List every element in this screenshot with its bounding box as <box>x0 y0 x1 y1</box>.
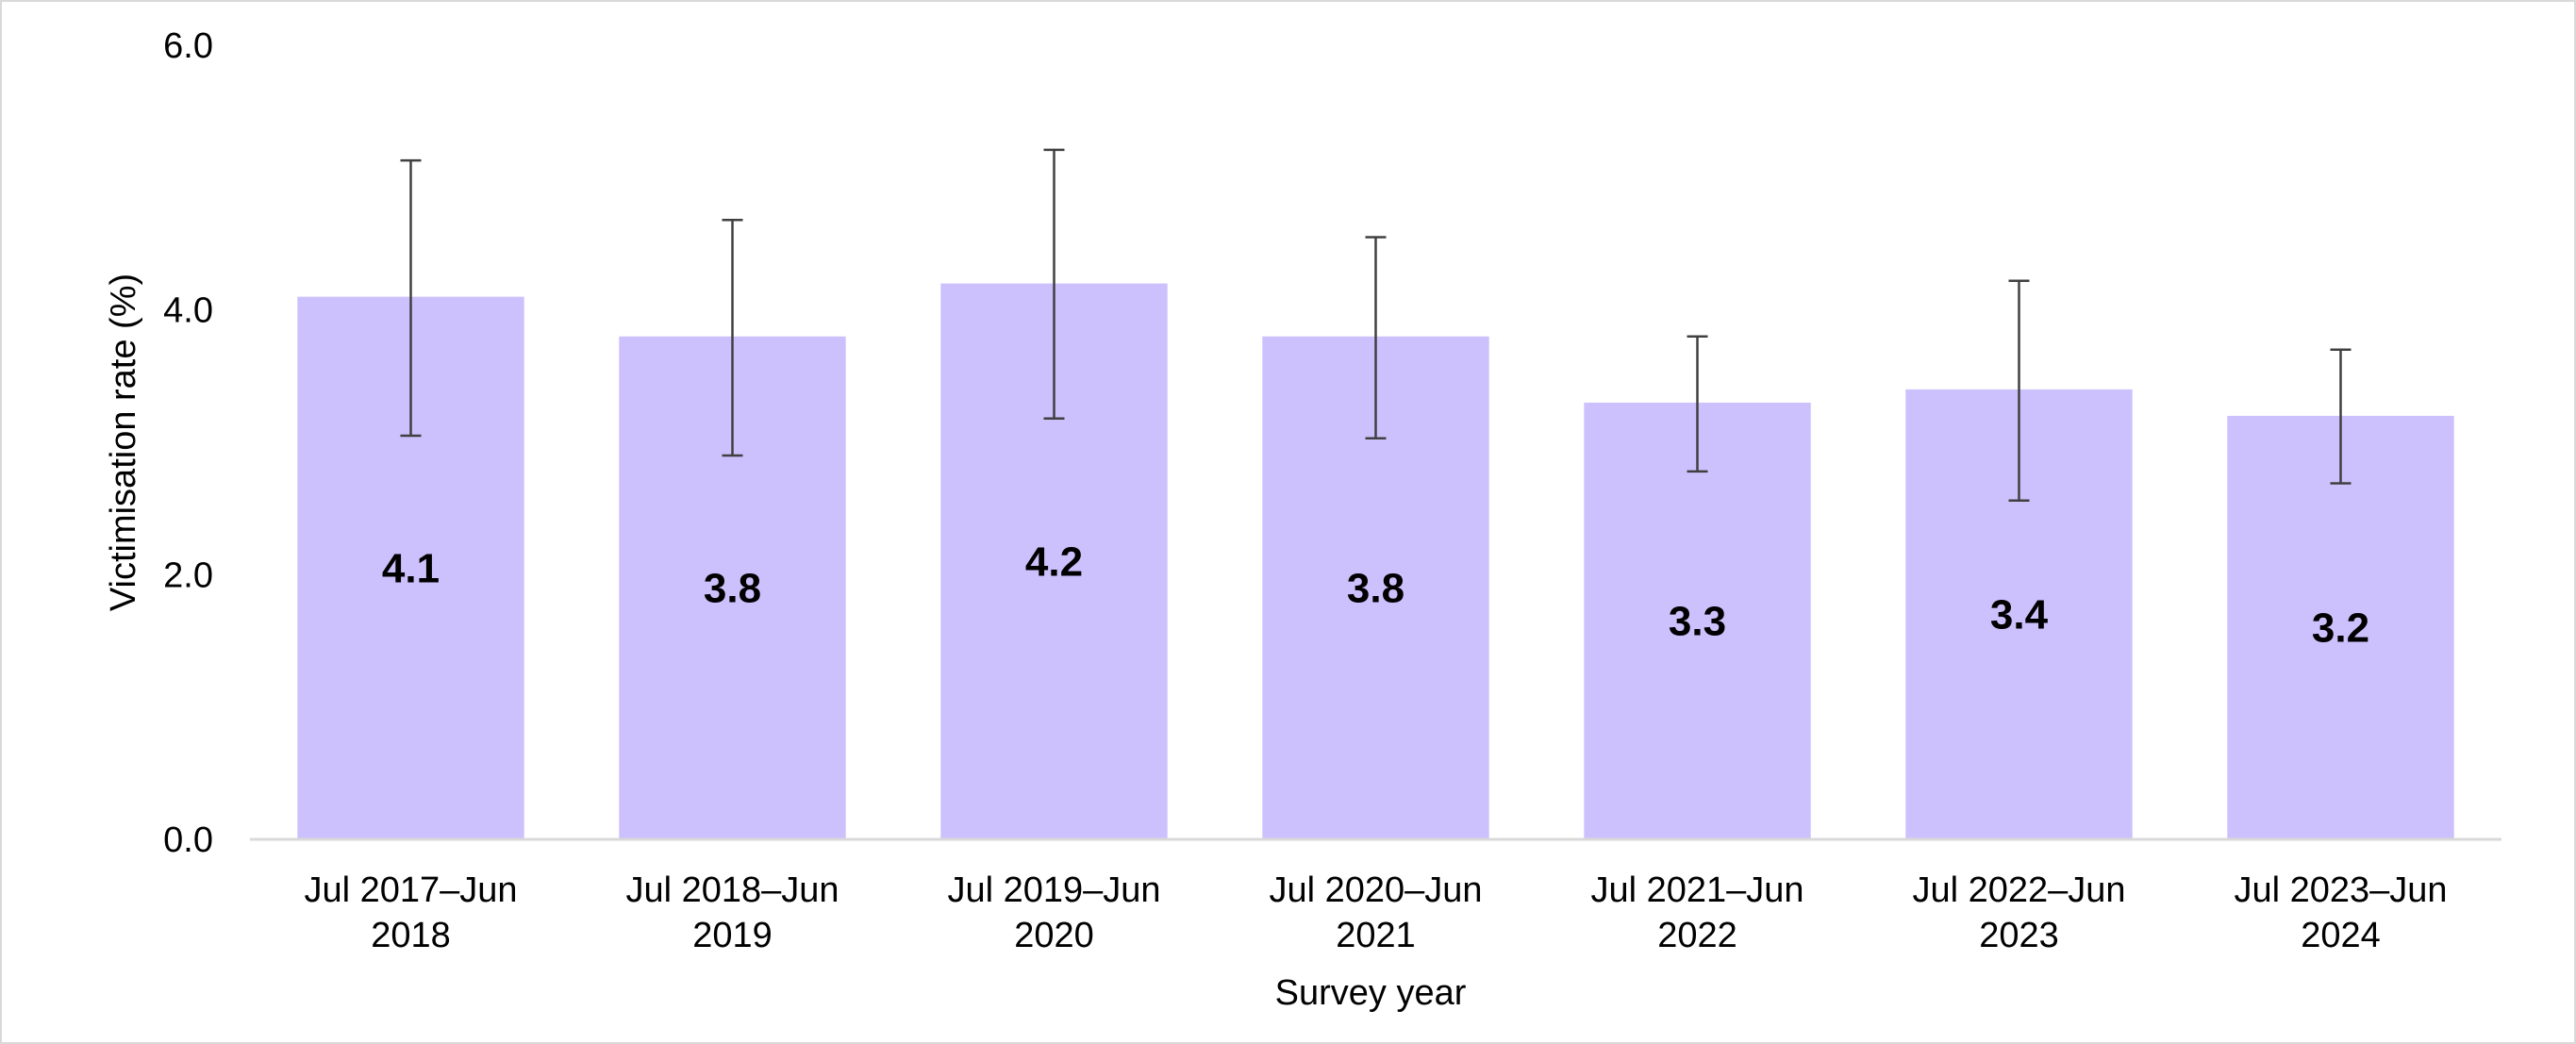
error-bars <box>400 148 2352 502</box>
data-label: 3.4 <box>1990 591 2049 638</box>
x-tick-label-line: 2021 <box>1336 916 1416 955</box>
x-tick-label-line: 2018 <box>371 916 451 955</box>
y-tick-label: 2.0 <box>163 555 213 595</box>
y-tick-label: 6.0 <box>163 26 213 66</box>
y-axis-ticks: 0.0 2.0 4.0 6.0 <box>163 26 213 860</box>
x-tick-label: Jul 2023–Jun 2024 <box>2234 870 2447 955</box>
data-labels: 4.1 3.8 4.2 3.8 3.3 3.4 3.2 <box>382 539 2369 651</box>
x-tick-label-line: 2022 <box>1657 916 1737 955</box>
data-label: 3.2 <box>2312 605 2369 651</box>
y-tick-label: 0.0 <box>163 820 213 860</box>
y-tick-label: 4.0 <box>163 291 213 331</box>
x-tick-label-line: Jul 2022–Jun <box>1912 870 2125 910</box>
x-axis-title: Survey year <box>1275 973 1467 1013</box>
data-label: 4.2 <box>1025 539 1083 585</box>
x-tick-label-line: 2023 <box>1979 916 2059 955</box>
x-tick-label-line: Jul 2018–Jun <box>625 870 839 910</box>
data-label: 3.8 <box>704 565 761 611</box>
data-label: 3.3 <box>1669 598 1726 644</box>
x-axis-labels: Jul 2017–Jun 2018 Jul 2018–Jun 2019 Jul 2019… <box>304 870 2447 955</box>
x-tick-label-line: Jul 2017–Jun <box>304 870 517 910</box>
x-tick-label: Jul 2021–Jun 2022 <box>1590 870 1803 955</box>
x-tick-label: Jul 2020–Jun 2021 <box>1269 870 1482 955</box>
x-tick-label-line: 2020 <box>1014 916 1094 955</box>
x-tick-label-line: Jul 2019–Jun <box>947 870 1160 910</box>
x-tick-label: Jul 2018–Jun 2019 <box>625 870 839 955</box>
x-tick-label-line: 2019 <box>692 916 773 955</box>
bar <box>1584 402 1811 839</box>
x-tick-label-line: Jul 2020–Jun <box>1269 870 1482 910</box>
bar <box>2227 415 2454 839</box>
data-label: 3.8 <box>1347 565 1404 611</box>
x-tick-label-line: Jul 2023–Jun <box>2234 870 2447 910</box>
x-tick-label-line: 2024 <box>2301 916 2381 955</box>
x-tick-label: Jul 2019–Jun 2020 <box>947 870 1160 955</box>
x-tick-label: Jul 2017–Jun 2018 <box>304 870 517 955</box>
x-tick-label-line: Jul 2021–Jun <box>1590 870 1803 910</box>
x-tick-label: Jul 2022–Jun 2023 <box>1912 870 2125 955</box>
y-axis-title: Victimisation rate (%) <box>104 273 143 611</box>
data-label: 4.1 <box>382 545 440 591</box>
